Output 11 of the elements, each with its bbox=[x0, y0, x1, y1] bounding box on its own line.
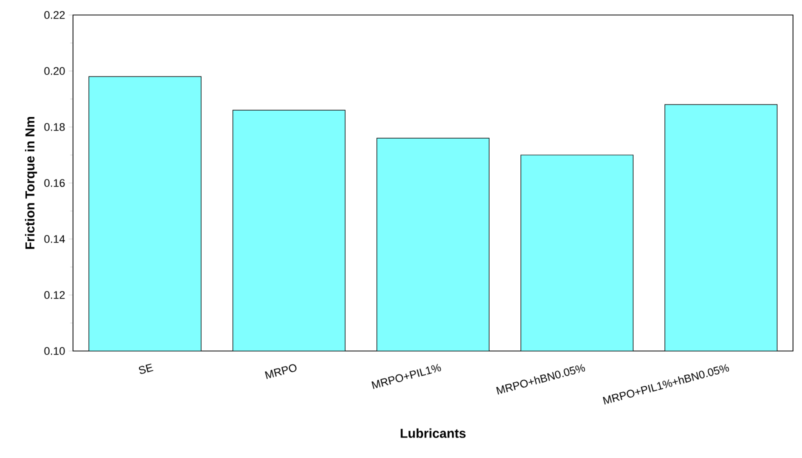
y-tick-label: 0.22 bbox=[44, 11, 65, 19]
x-tick-label: MRPO bbox=[264, 364, 296, 379]
y-axis-title: Friction Torque in Nm bbox=[24, 116, 38, 249]
y-tick-label: 0.16 bbox=[44, 179, 65, 187]
y-tick-label: 0.18 bbox=[44, 123, 65, 131]
x-tick-label: SE bbox=[138, 364, 154, 374]
x-axis-title: Lubricants bbox=[400, 428, 466, 438]
y-tick-label: 0.12 bbox=[44, 291, 65, 299]
y-tick-label: 0.14 bbox=[44, 235, 65, 243]
y-tick-label: 0.10 bbox=[44, 347, 65, 355]
y-tick-label: 0.20 bbox=[44, 67, 65, 75]
